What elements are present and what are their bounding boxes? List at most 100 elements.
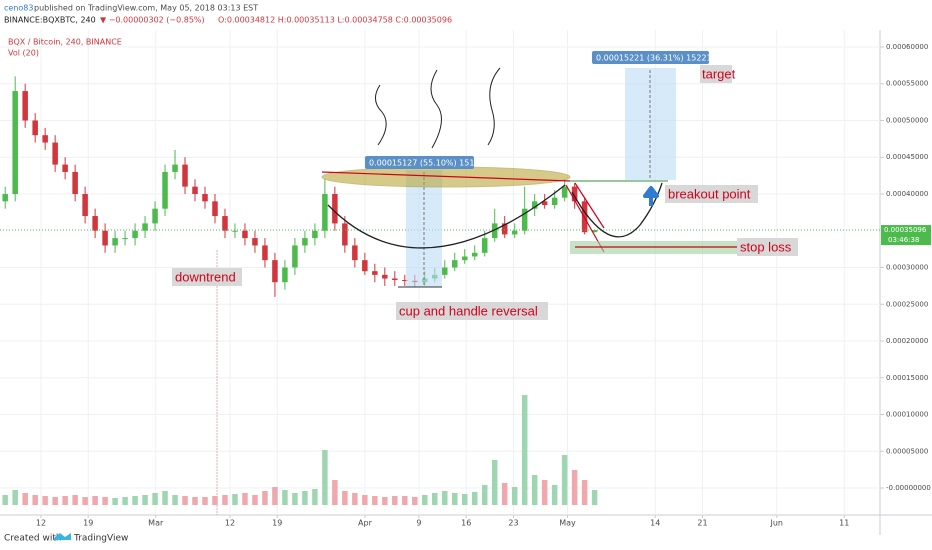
candle-body (22, 91, 28, 121)
volume-bar (591, 490, 598, 505)
volume-bar (252, 495, 258, 505)
measure-label: 0.00015127 (55.10%) 15127 (369, 159, 485, 168)
candle-body (501, 223, 508, 235)
volume-bar (442, 491, 448, 505)
annotation-bg (700, 65, 732, 83)
y-tick-label: 0.00030000 (886, 264, 928, 272)
x-tick-label: Apr (358, 519, 373, 528)
channel-line (565, 184, 605, 253)
annotation-bg (665, 185, 758, 203)
candle-body (72, 171, 78, 194)
volume-bar (152, 493, 158, 505)
candle-body (172, 164, 178, 172)
volume-bar (531, 475, 538, 505)
volume-layer (2, 395, 598, 505)
candle-body (392, 278, 398, 280)
volume-bar (322, 450, 328, 505)
candle-body (92, 216, 98, 231)
volume-bar (392, 496, 398, 505)
volume-bar (312, 489, 318, 505)
volume-bar (471, 492, 478, 505)
volume-bar (222, 495, 228, 505)
x-tick-label: 11 (839, 519, 849, 528)
volume-bar (412, 497, 418, 505)
volume-bar (451, 493, 458, 505)
volume-bar (172, 495, 178, 505)
annotation: target (702, 66, 736, 81)
price-axis-bg (880, 30, 932, 535)
volume-bar (262, 491, 268, 505)
candle-body (481, 238, 488, 253)
grid: 0.00060000 0.00055000 0.00050000 0.00045000… (0, 30, 932, 535)
candle-body (152, 208, 158, 224)
candle-body (32, 120, 38, 136)
volume-bar (102, 497, 108, 505)
y-tick-label: 0.00020000 (886, 337, 928, 345)
candle-body (402, 279, 408, 281)
cup-curve (327, 184, 566, 249)
volume-bar (42, 496, 48, 505)
y-tick-label: 0.00045000 (886, 153, 928, 161)
volume-bar (192, 497, 198, 505)
volume-bar (12, 490, 18, 505)
candle-body (132, 230, 138, 239)
x-tick-label: 19 (272, 519, 282, 528)
candle-body (511, 230, 518, 235)
last-price-bg (881, 225, 931, 246)
x-tick-label: May (559, 519, 576, 528)
volume-bar (432, 493, 438, 505)
footer-created: Created with (4, 534, 62, 544)
y-tick-label: 0.00050000 (886, 116, 928, 124)
x-tick-label: 14 (650, 519, 660, 528)
x-tick-label: 12 (36, 519, 46, 528)
candle-body (292, 245, 298, 268)
steam (430, 69, 442, 149)
candle-body (471, 252, 478, 257)
volume-bar (112, 498, 118, 505)
volume-bar (62, 496, 68, 505)
volume-bar (92, 496, 98, 505)
candle-body (531, 201, 538, 209)
candle-body (82, 193, 88, 217)
legend-volume: Vol (20) (8, 49, 39, 58)
measure-label: 0.00015221 (36.31%) 15221 (596, 54, 712, 63)
measure-label-bg (365, 156, 474, 169)
measure-range (625, 68, 676, 180)
y-tick-label: 0.00055000 (886, 80, 928, 88)
candle-body (52, 142, 58, 165)
y-tick-label: 0.00010000 (886, 411, 928, 419)
volume-bar (501, 483, 508, 505)
candle-body (42, 135, 48, 143)
y-tick-label: -0.00000000 (886, 484, 931, 492)
candle-body (521, 208, 528, 231)
volume-bar (282, 490, 288, 505)
x-tick-label: Jun (769, 519, 783, 528)
candle-body (272, 260, 278, 283)
channel-line (574, 182, 605, 229)
candle-body (451, 260, 458, 268)
volume-bar (521, 395, 528, 505)
volume-bar (162, 491, 168, 505)
last-price-label: 0.00035096 (884, 226, 927, 234)
resistance-line (321, 171, 571, 182)
volume-bar (422, 495, 428, 505)
candle-body (571, 186, 578, 202)
annotation-bg (737, 238, 798, 256)
volume-bar (32, 495, 38, 505)
volume-bar (232, 494, 238, 505)
volume-bar (2, 495, 8, 505)
candle-body (182, 164, 188, 187)
candle-body (372, 271, 378, 275)
change-line: ▼ −0.00000302 (−0.85%) (100, 16, 205, 25)
candle-body (262, 245, 268, 261)
volume-bar (242, 493, 248, 505)
y-tick-label: 0.00005000 (886, 447, 928, 455)
candle-body (112, 238, 118, 246)
volume-bar (511, 487, 518, 505)
x-tick-label: 21 (697, 519, 707, 528)
steam (487, 67, 501, 146)
volume-bar (302, 491, 308, 505)
candle-body (342, 223, 348, 246)
annotation: stop loss (740, 239, 792, 254)
